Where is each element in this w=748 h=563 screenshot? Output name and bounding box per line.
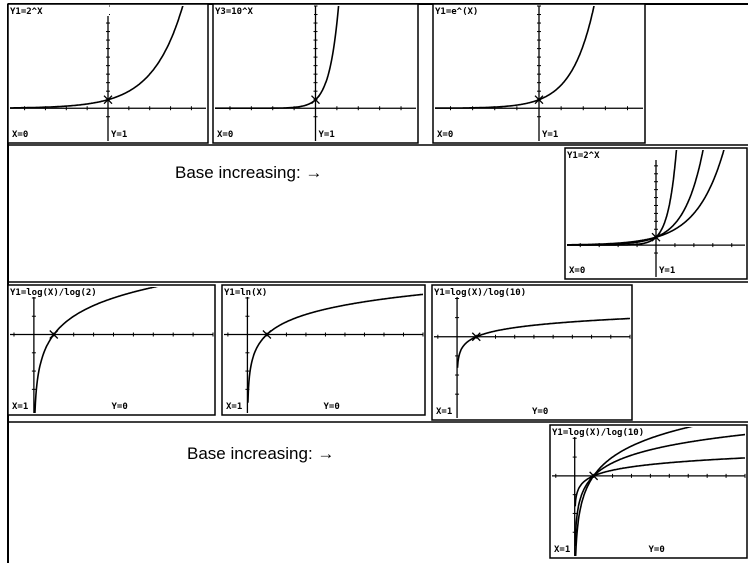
x-status: X=0	[437, 130, 453, 140]
calculator-screen: Y1=2^X X=0 Y=1	[8, 0, 208, 143]
y-status: Y=0	[649, 545, 665, 555]
screen-border	[222, 285, 425, 415]
screen-title: Y1=2^X	[567, 151, 600, 161]
screen-title: Y1=log(X)/log(10)	[434, 288, 526, 298]
calculator-screen: Y1=log(X)/log(10) X=1 Y=0	[550, 416, 747, 563]
calculator-screen: Y1=ln(X) X=1 Y=0	[222, 285, 425, 415]
calculator-screen: Y1=log(X)/log(2) X=1 Y=0	[8, 277, 215, 433]
x-status: X=0	[12, 130, 28, 140]
x-status: X=1	[226, 402, 242, 412]
caption: Base increasing: →	[175, 163, 322, 182]
screen-border	[8, 285, 215, 415]
calculator-screen: Y3=10^X X=0 Y=1	[213, 0, 418, 143]
y-status: Y=1	[111, 130, 127, 140]
x-status: X=0	[217, 130, 233, 140]
y-status: Y=0	[532, 407, 548, 417]
y-status: Y=0	[112, 402, 128, 412]
page: Base increasing: → Base increasing: → Y1…	[0, 0, 748, 563]
y-status: Y=1	[659, 266, 675, 276]
y-status: Y=1	[319, 130, 335, 140]
screen-border	[432, 285, 632, 420]
calculator-screen: Y1=e^(X) X=0 Y=1	[433, 0, 645, 143]
screen-title: Y3=10^X	[215, 7, 254, 17]
caption: Base increasing: →	[187, 444, 334, 463]
screen-title: Y1=ln(X)	[224, 288, 267, 298]
screen-border	[550, 425, 747, 558]
screen-title: Y1=2^X	[10, 7, 43, 17]
x-status: X=1	[554, 545, 570, 555]
y-status: Y=1	[542, 130, 558, 140]
x-status: X=1	[436, 407, 452, 417]
x-status: X=1	[12, 402, 28, 412]
x-status: X=0	[569, 266, 585, 276]
y-status: Y=0	[324, 402, 340, 412]
screen-title: Y1=e^(X)	[435, 7, 478, 17]
screen-title: Y1=log(X)/log(2)	[10, 288, 97, 298]
screen-title: Y1=log(X)/log(10)	[552, 428, 644, 438]
calculator-screen: Y1=log(X)/log(10) X=1 Y=0	[432, 285, 632, 420]
